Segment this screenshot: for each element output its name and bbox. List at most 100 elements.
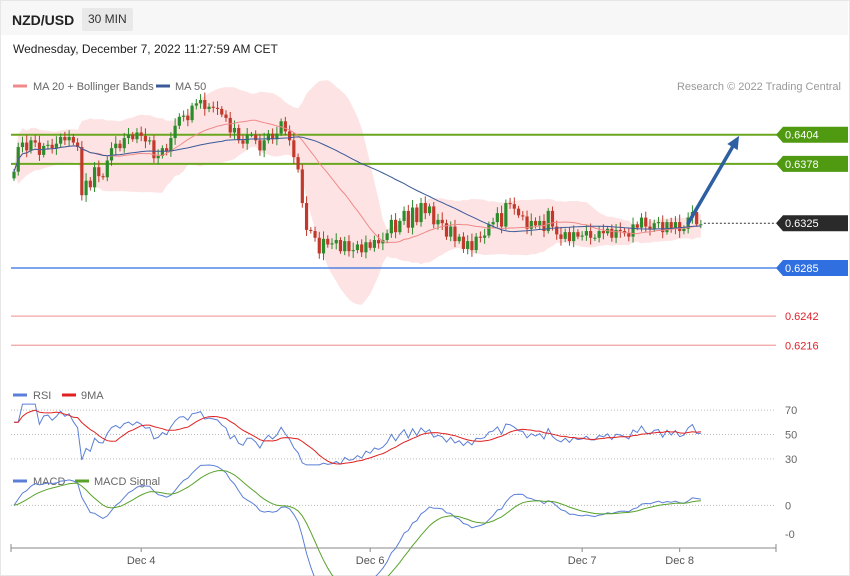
candle-body [419, 203, 423, 223]
candle [398, 218, 402, 235]
candle-body [232, 128, 237, 133]
candle-body [42, 145, 46, 155]
candle [76, 138, 80, 151]
candle [669, 217, 673, 233]
candle-body [495, 213, 499, 223]
candle [508, 197, 512, 209]
candle [504, 199, 508, 230]
candle [351, 242, 355, 258]
candle [241, 135, 245, 149]
rsi-tick-label: 70 [785, 405, 797, 417]
candle-body [241, 140, 245, 144]
candle-body [483, 235, 487, 238]
candle-body [389, 219, 393, 234]
candle-body [461, 236, 466, 249]
candle [529, 213, 533, 236]
candle [190, 102, 194, 123]
candle-body [504, 203, 508, 227]
candle-body [699, 224, 703, 226]
candle-body [567, 232, 572, 242]
macd-line [13, 464, 701, 576]
timeframe-badge[interactable]: 30 MIN [82, 8, 133, 31]
candle [372, 235, 376, 252]
candle-body [152, 140, 156, 159]
candle-body [211, 106, 215, 108]
candle-body [109, 148, 114, 161]
candle-body [639, 217, 644, 228]
ma20-legend-label: MA 20 + Bollinger Bands [33, 81, 154, 93]
candle [673, 216, 678, 235]
time-axis: Dec 4 Dec 6 Dec 7 Dec 8 [10, 544, 777, 567]
candle-body [190, 105, 194, 121]
candle [20, 136, 25, 153]
signal-legend-label: MACD Signal [94, 476, 160, 488]
candle-body [12, 171, 16, 179]
candle [54, 136, 58, 155]
candle [143, 128, 148, 149]
candle-body [105, 160, 109, 178]
candle-body [84, 180, 88, 196]
candle-body [334, 240, 338, 244]
candle-body [118, 143, 122, 149]
time-axis-label: Dec 7 [568, 555, 597, 567]
candle-body [368, 242, 372, 248]
candle-body [63, 136, 67, 141]
rsi9ma-legend-swatch [62, 393, 76, 397]
candle [152, 135, 156, 163]
candle-body [50, 144, 54, 149]
candle-body [254, 134, 258, 141]
candle-body [177, 116, 181, 126]
candle-body [228, 117, 232, 133]
candle [495, 207, 499, 228]
candle [364, 235, 368, 259]
rsi-line [14, 403, 701, 466]
macd-tick-label: 0 [785, 500, 791, 512]
candle-body [186, 115, 190, 121]
candle-body [580, 235, 584, 237]
candle-body [474, 236, 478, 251]
candle-body [394, 219, 398, 233]
current-level-label: 0.6325 [785, 218, 819, 230]
candle-body [279, 121, 283, 134]
candle-body [410, 207, 415, 228]
resistance-level-tag [776, 126, 848, 143]
candle-body [584, 231, 588, 236]
candle [50, 138, 54, 154]
candle-body [237, 128, 241, 141]
candle [521, 210, 525, 221]
candle-body [313, 231, 317, 238]
candle-body [148, 140, 152, 142]
candle [177, 113, 181, 129]
candle-body [385, 233, 389, 240]
candle-body [563, 232, 567, 239]
candle-body [220, 108, 224, 115]
candle [207, 103, 211, 113]
ma20-line [13, 119, 701, 244]
candle [432, 202, 436, 229]
candle [572, 225, 576, 248]
candle-body [398, 220, 402, 233]
candle [275, 126, 279, 146]
macd-legend-swatch [13, 479, 27, 483]
candle [59, 133, 63, 147]
candle-body [122, 138, 126, 149]
candle [661, 215, 665, 239]
signal-legend-swatch [75, 479, 89, 483]
candle-body [88, 180, 92, 188]
candle [118, 140, 122, 152]
candle-body [508, 203, 512, 205]
candle [402, 206, 406, 225]
candle-body [143, 135, 148, 142]
candle [597, 225, 601, 243]
candle [618, 222, 622, 238]
rsi-tick-label: 30 [785, 454, 797, 466]
candle [377, 234, 381, 249]
candle [610, 224, 614, 242]
candle [461, 232, 466, 253]
candle-body [126, 134, 131, 139]
candle [436, 213, 440, 230]
candle [84, 173, 88, 202]
candle-body [203, 100, 207, 109]
